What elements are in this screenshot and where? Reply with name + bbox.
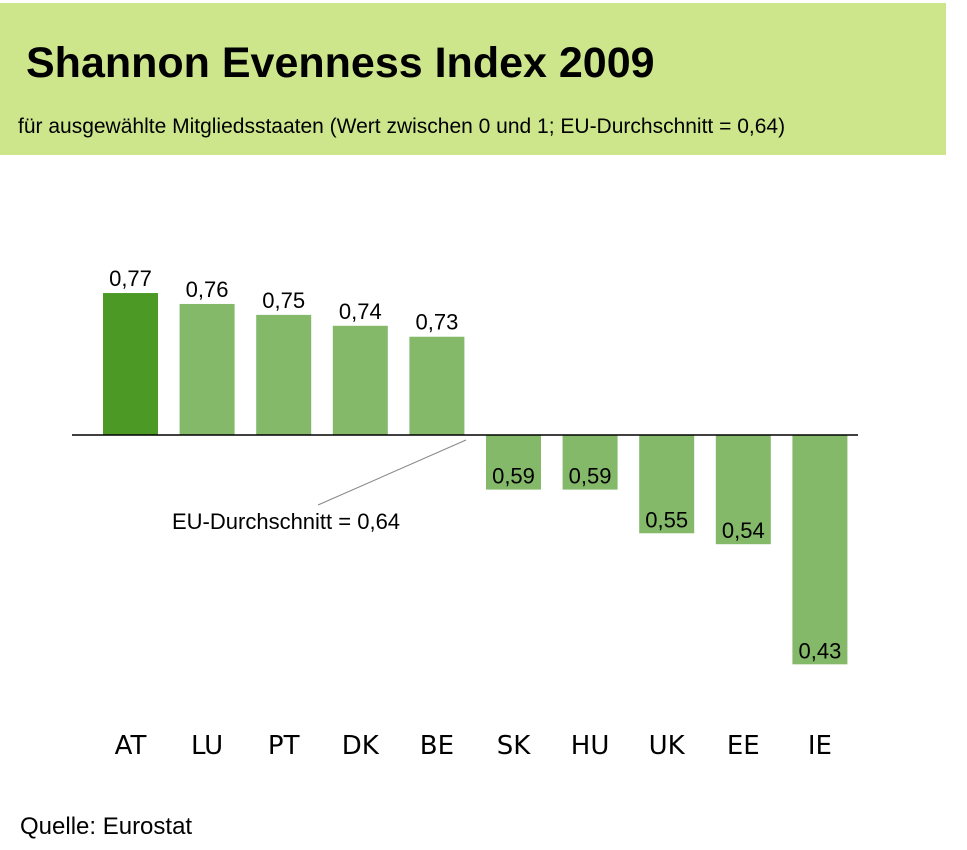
category-label-be: BE [420, 731, 454, 761]
category-labels-group: AT LU PT DK BE SK HU UK EE IE [115, 731, 832, 761]
value-label-dk: 0,74 [339, 299, 382, 324]
category-label-at: AT [115, 731, 147, 761]
eu-average-leader-line [317, 439, 467, 506]
category-label-ie: IE [808, 731, 832, 761]
bar-uk [639, 435, 695, 534]
header-banner: Shannon Evenness Index 2009 für ausgewäh… [0, 3, 946, 155]
category-label-ee: EE [727, 731, 760, 761]
bar-hu [562, 435, 618, 490]
value-label-sk: 0,59 [492, 464, 535, 489]
category-label-pt: PT [268, 731, 300, 761]
value-label-lu: 0,76 [186, 277, 229, 302]
value-label-uk: 0,55 [645, 507, 688, 532]
value-label-ie: 0,43 [798, 638, 841, 663]
value-label-hu: 0,59 [569, 464, 612, 489]
category-label-hu: HU [571, 731, 610, 761]
bar-sk [486, 435, 541, 490]
eu-average-label: EU-Durchschnitt = 0,64 [172, 509, 400, 534]
source-note: Quelle: Eurostat [20, 813, 193, 840]
bar-ie [792, 435, 848, 665]
value-label-pt: 0,75 [262, 288, 305, 313]
value-label-be: 0,73 [415, 310, 458, 335]
bar-at [103, 293, 158, 435]
value-label-ee: 0,54 [722, 518, 765, 543]
bar-pt [256, 314, 312, 435]
chart-subtitle: für ausgewählte Mitgliedsstaaten (Wert z… [18, 115, 786, 138]
category-label-dk: DK [342, 731, 380, 761]
value-labels-group: 0,77 0,76 0,75 0,74 0,73 0,59 0,59 0,55 0,54 0,43 [109, 266, 841, 663]
chart-title: Shannon Evenness Index 2009 [26, 39, 655, 87]
category-label-uk: UK [649, 731, 686, 761]
bar-ee [715, 435, 771, 545]
bar-lu [179, 303, 235, 435]
bars-group [103, 293, 848, 665]
bar-be [409, 336, 465, 435]
category-label-sk: SK [497, 731, 532, 761]
category-label-lu: LU [191, 731, 223, 761]
value-label-at: 0,77 [109, 266, 152, 291]
bar-dk [332, 325, 388, 435]
